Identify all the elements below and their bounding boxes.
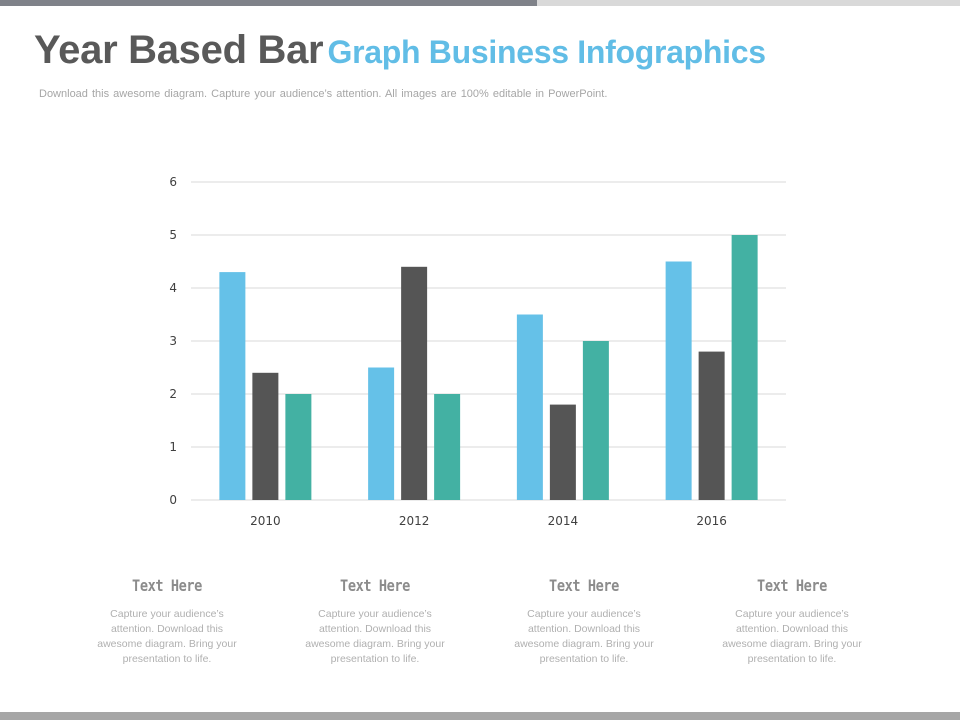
caption-body: Capture your audience’s attention. Downl…: [514, 608, 654, 665]
y-tick-label: 6: [169, 175, 177, 189]
bottom-accent-bar: [0, 712, 960, 720]
bar-2014-series-1: [516, 314, 543, 500]
y-tick-label: 1: [169, 440, 177, 454]
bar-2012-series-2: [401, 266, 428, 500]
bar-2010-series-2: [252, 372, 279, 500]
chart-bars: [219, 235, 758, 500]
caption-title: Text Here: [757, 576, 827, 595]
chart-y-axis: 0 1 2 3 4 5 6: [169, 175, 177, 507]
y-tick-label: 2: [169, 387, 177, 401]
top-accent-bar-dark: [0, 0, 537, 6]
y-tick-label: 0: [169, 493, 177, 507]
caption-block-3: Text Here Capture your audience’s attent…: [499, 576, 669, 667]
x-tick-label: 2016: [696, 514, 727, 528]
bar-2014-series-3: [582, 341, 609, 500]
x-tick-label: 2010: [250, 514, 281, 528]
caption-title: Text Here: [549, 576, 619, 595]
caption-title: Text Here: [132, 576, 202, 595]
caption-body: Capture your audience’s attention. Downl…: [97, 608, 237, 665]
caption-block-2: Text Here Capture your audience’s attent…: [290, 576, 460, 667]
y-tick-label: 3: [169, 334, 177, 348]
title-dark-part: Year Based Bar: [34, 28, 324, 72]
chart-x-axis: 2010 2012 2014 2016: [250, 514, 727, 528]
page-subtitle: Download this awesome diagram. Capture y…: [39, 88, 608, 100]
page-title: Year Based Bar Graph Business Infographi…: [34, 28, 766, 73]
bar-chart: 0 1 2 3 4 5 6 2010 2012 2014 2016: [169, 175, 786, 528]
bar-2010-series-3: [285, 394, 312, 500]
caption-body: Capture your audience’s attention. Downl…: [722, 608, 862, 665]
bar-2010-series-1: [219, 272, 246, 500]
caption-block-1: Text Here Capture your audience’s attent…: [82, 576, 252, 667]
bar-2012-series-1: [368, 367, 395, 500]
bar-2016-series-2: [698, 351, 725, 500]
title-light-part: Graph Business Infographics: [327, 34, 766, 70]
caption-title: Text Here: [340, 576, 410, 595]
chart-gridlines: [191, 181, 786, 501]
x-tick-label: 2014: [548, 514, 579, 528]
bar-2016-series-3: [731, 235, 758, 500]
bar-2016-series-1: [665, 261, 692, 500]
x-tick-label: 2012: [399, 514, 430, 528]
caption-block-4: Text Here Capture your audience’s attent…: [707, 576, 877, 667]
y-tick-label: 5: [169, 228, 177, 242]
caption-body: Capture your audience’s attention. Downl…: [305, 608, 445, 665]
bar-2012-series-3: [434, 394, 461, 500]
top-accent-bar-light: [537, 0, 960, 6]
bar-2014-series-2: [549, 404, 576, 500]
y-tick-label: 4: [169, 281, 177, 295]
